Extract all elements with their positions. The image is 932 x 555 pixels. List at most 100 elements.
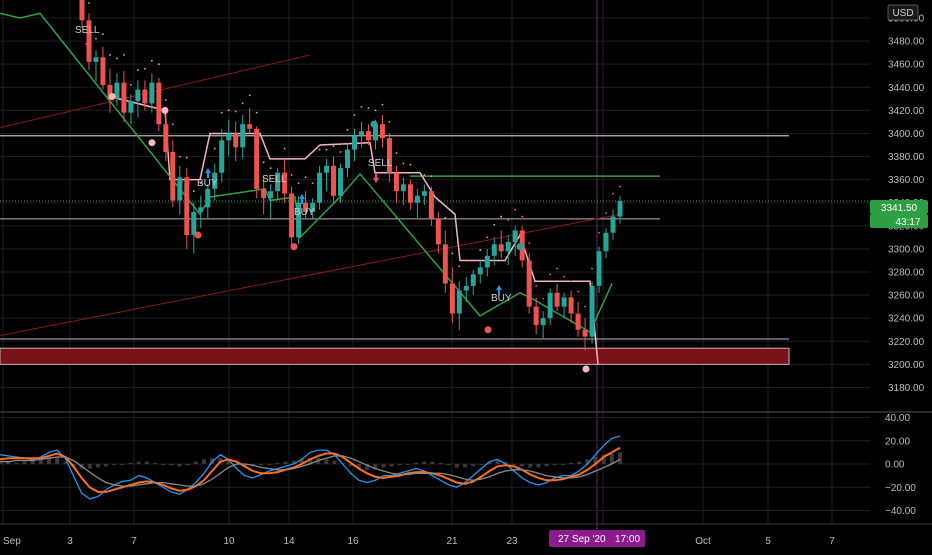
candle-body: [233, 133, 239, 148]
histogram-bar: [14, 462, 19, 464]
candle-body: [526, 260, 532, 307]
histogram-bar: [422, 461, 427, 464]
time-tick: 3: [67, 536, 73, 547]
psar-dot: [178, 155, 181, 158]
histogram-bar: [463, 464, 467, 468]
histogram-bar: [438, 462, 443, 464]
currency-label: USD: [892, 8, 913, 19]
psar-dot: [123, 54, 125, 56]
histogram-bar: [259, 464, 264, 466]
candle-body: [296, 202, 302, 238]
currency-badge[interactable]: [887, 4, 919, 21]
histogram-bar: [356, 464, 361, 469]
histogram-bar: [30, 460, 35, 464]
histogram-bar: [471, 464, 476, 467]
psar-dot: [150, 59, 153, 62]
candle-body: [365, 131, 371, 141]
psar-dot: [213, 147, 216, 150]
histogram-bar: [169, 464, 174, 466]
candle-body: [219, 140, 225, 173]
candle-body: [184, 177, 190, 236]
candle-body: [303, 202, 309, 212]
histogram-bar: [593, 457, 598, 464]
candle-body: [338, 168, 344, 196]
psar-dot: [116, 57, 118, 60]
candle-body: [240, 124, 246, 148]
crosshair-date-label: 27 Sep '20: [558, 534, 606, 545]
candle-body: [582, 329, 588, 337]
crosshair-date-badge: [549, 530, 645, 547]
psar-dot: [311, 182, 314, 185]
psar-dot: [381, 103, 384, 106]
candle-body: [568, 297, 574, 314]
trend-stop-line: [0, 12, 613, 334]
signal-dot: [108, 93, 116, 101]
countdown-badge: [870, 214, 928, 228]
psar-dot: [192, 190, 195, 193]
histogram-bar: [193, 461, 198, 464]
psar-dot: [360, 106, 363, 108]
candle-body: [603, 232, 609, 252]
psar-dot: [346, 129, 349, 131]
psar-dot: [109, 54, 111, 56]
candle-body: [191, 211, 197, 236]
signal-dot: [484, 326, 492, 334]
histogram-bar: [153, 462, 157, 464]
histogram-bar: [332, 460, 337, 464]
psar-dot: [297, 182, 300, 185]
candle-body: [282, 172, 288, 194]
price-tick: 3200.00: [888, 360, 925, 371]
candle-body: [205, 188, 211, 208]
price-tick: 3360.00: [888, 175, 925, 186]
countdown-label: 43:17: [895, 217, 920, 228]
price-axis[interactable]: 3500.003480.003460.003440.003420.003400.…: [885, 14, 925, 518]
psar-dot: [598, 231, 600, 234]
price-tick: 3440.00: [888, 83, 925, 94]
candle-body: [317, 172, 323, 203]
psar-dot: [486, 236, 489, 239]
psar-dot: [395, 152, 398, 154]
histogram-bar: [226, 460, 231, 464]
signal-dot: [370, 120, 378, 128]
time-axis[interactable]: Sep37101416212328Oct57: [3, 536, 835, 547]
candle-body: [358, 131, 364, 136]
histogram-bar: [95, 464, 100, 468]
time-tick: 7: [829, 536, 835, 547]
candle-body: [128, 101, 134, 113]
price-tick: 3180.00: [888, 383, 925, 394]
candle-body: [589, 285, 595, 337]
time-tick: Oct: [695, 536, 711, 547]
signal-dot: [194, 231, 202, 239]
histogram-bar: [291, 460, 296, 464]
signal-dot: [148, 139, 156, 147]
psar-dot: [339, 151, 342, 153]
histogram-bar: [552, 464, 557, 466]
candle-body: [463, 285, 469, 291]
histogram-bar: [46, 457, 51, 464]
candle-body: [226, 133, 232, 141]
psar-dot: [185, 156, 188, 159]
histogram-bar: [487, 461, 492, 464]
candle-body: [617, 200, 623, 217]
psar-dot: [88, 2, 90, 4]
candle-body: [393, 172, 399, 192]
candle-body: [135, 89, 141, 102]
psar-dot: [430, 175, 433, 178]
psar-dot: [563, 275, 566, 278]
signal-label-sell: SELL: [75, 25, 100, 36]
psar-dot: [416, 171, 419, 174]
histogram-bar: [136, 461, 141, 464]
candle-body: [198, 207, 204, 212]
candle-body: [107, 84, 113, 99]
signal-dot: [161, 106, 169, 114]
candle-body: [177, 177, 183, 201]
psar-dot: [584, 305, 586, 308]
psar-dot: [157, 63, 160, 66]
psar-dot: [451, 252, 454, 255]
price-tick: 3240.00: [888, 314, 925, 325]
signal-arrow: [496, 285, 502, 295]
psar-dot: [535, 284, 538, 287]
psar-dot: [423, 174, 426, 176]
